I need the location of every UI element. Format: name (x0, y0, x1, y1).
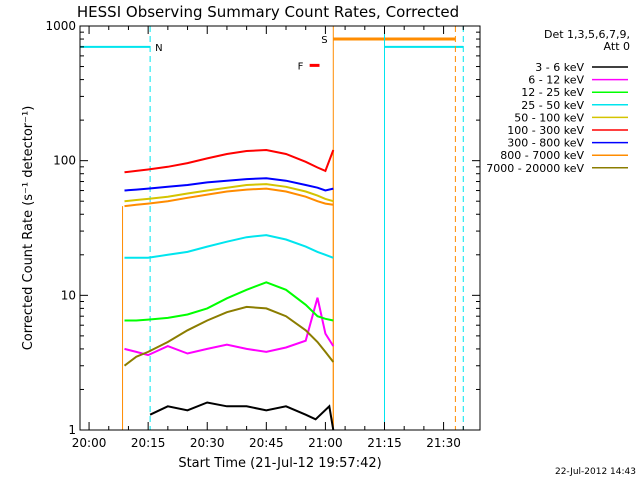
legend-label-3: 25 - 50 keV (521, 99, 584, 112)
series-line-7 (124, 187, 334, 208)
series-line-3 (124, 234, 334, 259)
legend-header-line-2: Att 0 (604, 40, 630, 53)
series-line-8 (123, 305, 335, 367)
legend-label-2: 12 - 25 keV (521, 86, 584, 99)
x-tick-label-6: 21:30 (426, 436, 461, 450)
y-tick-label-0: 1 (68, 423, 76, 437)
series-line-6 (124, 177, 334, 192)
footer-date: 22-Jul-2012 14:43 (555, 467, 636, 477)
x-axis: 20:00 20:15 20:30 20:45 21:00 21:15 21:30 (72, 26, 464, 450)
y-axis-label: Corrected Count Rate (s⁻¹ detector⁻¹) (21, 106, 36, 351)
night-flag-label: N (155, 43, 162, 54)
series-line-1 (124, 297, 335, 357)
series-line-5 (124, 148, 335, 174)
series-line-0 (149, 401, 335, 430)
x-tick-label-4: 21:00 (308, 436, 343, 450)
x-tick-label-2: 20:30 (190, 436, 225, 450)
y-axis: 1 10 100 1000 (45, 19, 480, 437)
legend-label-7: 800 - 7000 keV (500, 149, 584, 162)
x-tick-label-5: 21:15 (367, 436, 402, 450)
flare-flag-label: F (298, 61, 304, 72)
legend-header-line-1: Det 1,3,5,6,7,9, (544, 28, 630, 41)
y-tick-label-3: 1000 (45, 19, 76, 33)
x-tick-label-1: 20:15 (131, 436, 166, 450)
series-line-4 (124, 183, 334, 203)
y-tick-label-2: 100 (53, 154, 76, 168)
saa-flag-label: S (321, 35, 327, 46)
x-tick-label-0: 20:00 (72, 436, 107, 450)
y-tick-label-1: 10 (61, 288, 76, 302)
legend-label-4: 50 - 100 keV (514, 111, 584, 124)
plot-frame (79, 25, 481, 431)
x-tick-label-3: 20:45 (249, 436, 284, 450)
legend-label-6: 300 - 800 keV (507, 137, 584, 150)
plot-area: N S F (80, 26, 464, 430)
legend-label-1: 6 - 12 keV (528, 74, 584, 87)
x-axis-label: Start Time (21-Jul-12 19:57:42) (178, 456, 381, 471)
chart-title: HESSI Observing Summary Count Rates, Cor… (77, 3, 459, 21)
series-line-2 (124, 281, 334, 322)
legend-label-0: 3 - 6 keV (535, 61, 584, 74)
legend-label-8: 7000 - 20000 keV (486, 162, 584, 175)
legend-label-5: 100 - 300 keV (507, 124, 584, 137)
